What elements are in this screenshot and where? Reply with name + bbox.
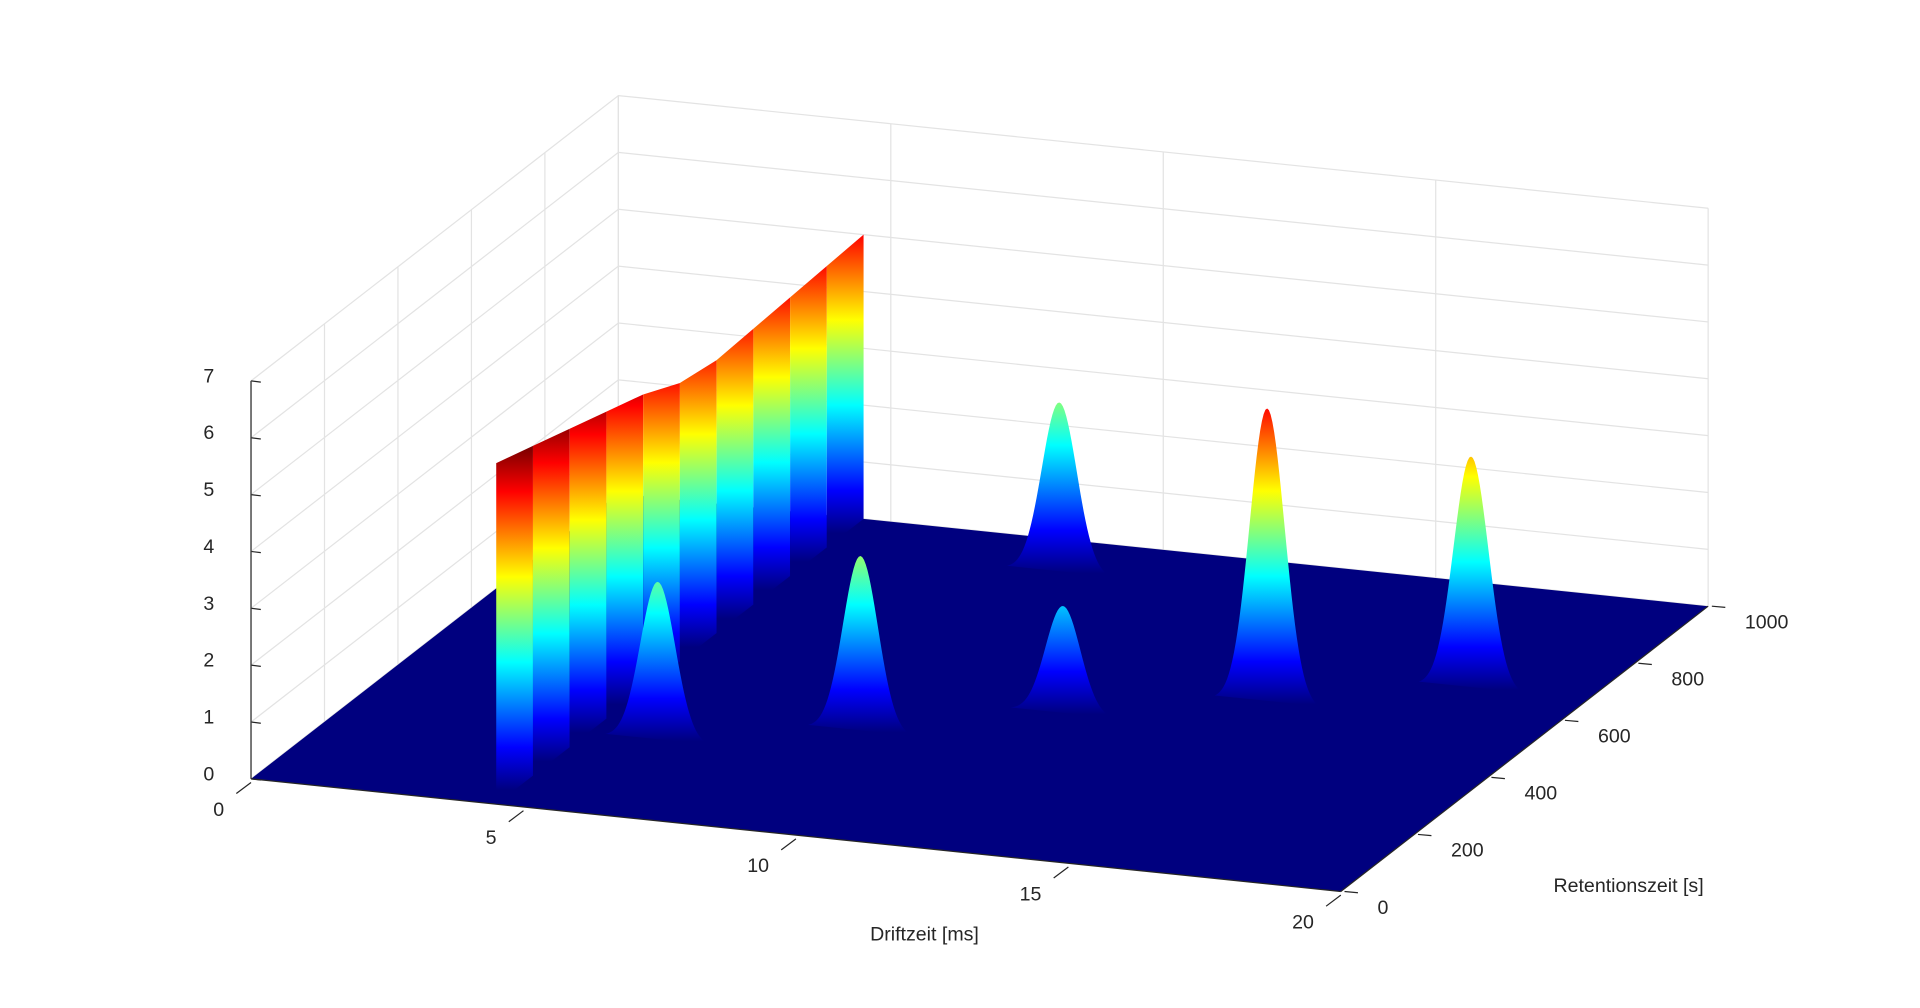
x-tick [235,782,252,795]
y-tick [1344,890,1359,894]
y-tick [1711,605,1726,609]
x-tick [1053,866,1069,879]
ridge-face [716,328,754,634]
y-tick [1564,719,1579,723]
y-tick [1491,776,1505,780]
peak [1418,456,1524,693]
z-tick [250,607,261,611]
y-axis-label: Retentionszeit [s] [1553,875,1703,897]
z-tick-label: 6 [203,422,214,444]
x-tick-label: 5 [486,827,497,849]
z-tick [250,380,261,383]
z-tick [250,493,261,497]
axis-line [250,778,1341,893]
peak [1214,408,1320,707]
x-tick [1325,894,1342,907]
ridge-face [790,266,827,576]
peak [1006,402,1112,577]
x-tick [508,810,524,823]
x-tick-label: 15 [1020,883,1042,905]
grid-line [250,94,1709,382]
ridge-face [532,428,570,776]
z-tick [250,437,261,440]
peak [1010,606,1116,719]
y-tick-label: 600 [1598,726,1631,748]
y-tick-label: 400 [1524,783,1557,805]
x-tick-label: 10 [747,855,769,877]
z-tick-label: 4 [203,536,214,558]
ridge-face [606,394,644,719]
x-tick-label: 20 [1292,912,1314,934]
z-tick-label: 0 [203,763,214,785]
z-tick-label: 3 [203,593,214,615]
z-tick [250,550,261,554]
axis-line [1340,605,1709,892]
x-tick-label: 0 [213,799,224,821]
grid-line [250,151,1709,439]
z-tick-label: 2 [203,650,214,672]
y-tick [1417,833,1432,837]
y-tick-label: 0 [1378,897,1389,919]
y-tick-label: 800 [1671,669,1704,691]
floor [251,493,1709,892]
z-tick [250,664,261,667]
x-axis-label: Driftzeit [ms] [870,924,979,946]
z-tick [250,721,261,724]
peak [605,581,711,745]
y-tick-label: 1000 [1745,612,1789,634]
z-tick-label: 7 [203,365,214,387]
ridge-face [826,234,864,548]
x-tick [780,838,797,851]
y-tick [1638,662,1652,666]
ridge-face [753,297,791,605]
peak [808,556,913,736]
ridge-face [569,411,607,748]
z-tick-label: 1 [203,706,214,728]
z-tick-label: 5 [203,479,214,501]
ridge-face [679,360,717,662]
grid-line [250,265,1709,552]
ridge-face [496,445,533,805]
y-tick-label: 200 [1451,840,1484,862]
grid-line [250,208,1709,496]
